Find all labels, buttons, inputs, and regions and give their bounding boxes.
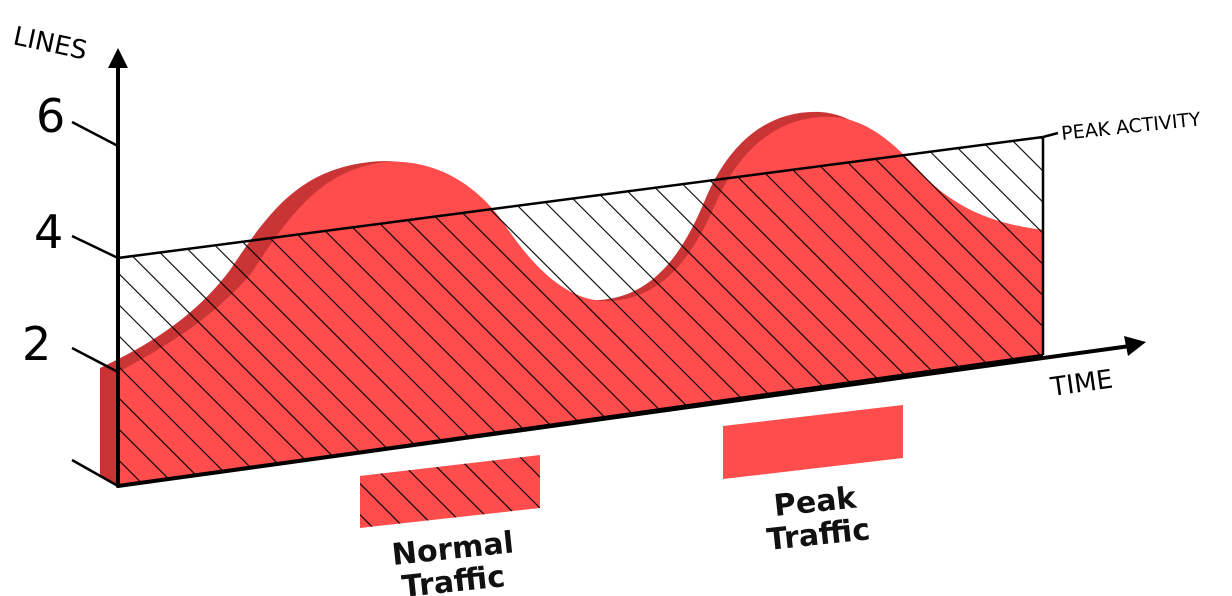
y-tick-6	[71, 120, 119, 148]
y-tick-0	[71, 458, 119, 488]
y-tick-label-2: 2	[22, 317, 51, 371]
legend-peak-label-line1: Peak	[772, 480, 859, 524]
y-tick-4	[71, 234, 119, 260]
legend-peak-swatch	[723, 405, 903, 479]
peak-activity-label: PEAK ACTIVITY	[1060, 108, 1202, 145]
y-axis-label: LINES	[11, 22, 90, 67]
x-axis-arrowhead	[1124, 336, 1146, 356]
y-tick-2	[71, 346, 119, 374]
y-axis-arrowhead	[108, 48, 128, 68]
peak-activity-line	[117, 135, 1044, 260]
normal-traffic-band	[118, 137, 1043, 486]
y-tick-label-4: 4	[34, 205, 63, 259]
x-axis	[116, 344, 1132, 488]
x-axis-label: TIME	[1048, 365, 1115, 404]
peak-activity-leader	[1042, 131, 1059, 139]
legend-normal-swatch	[360, 455, 540, 528]
y-tick-label-6: 6	[36, 89, 65, 143]
